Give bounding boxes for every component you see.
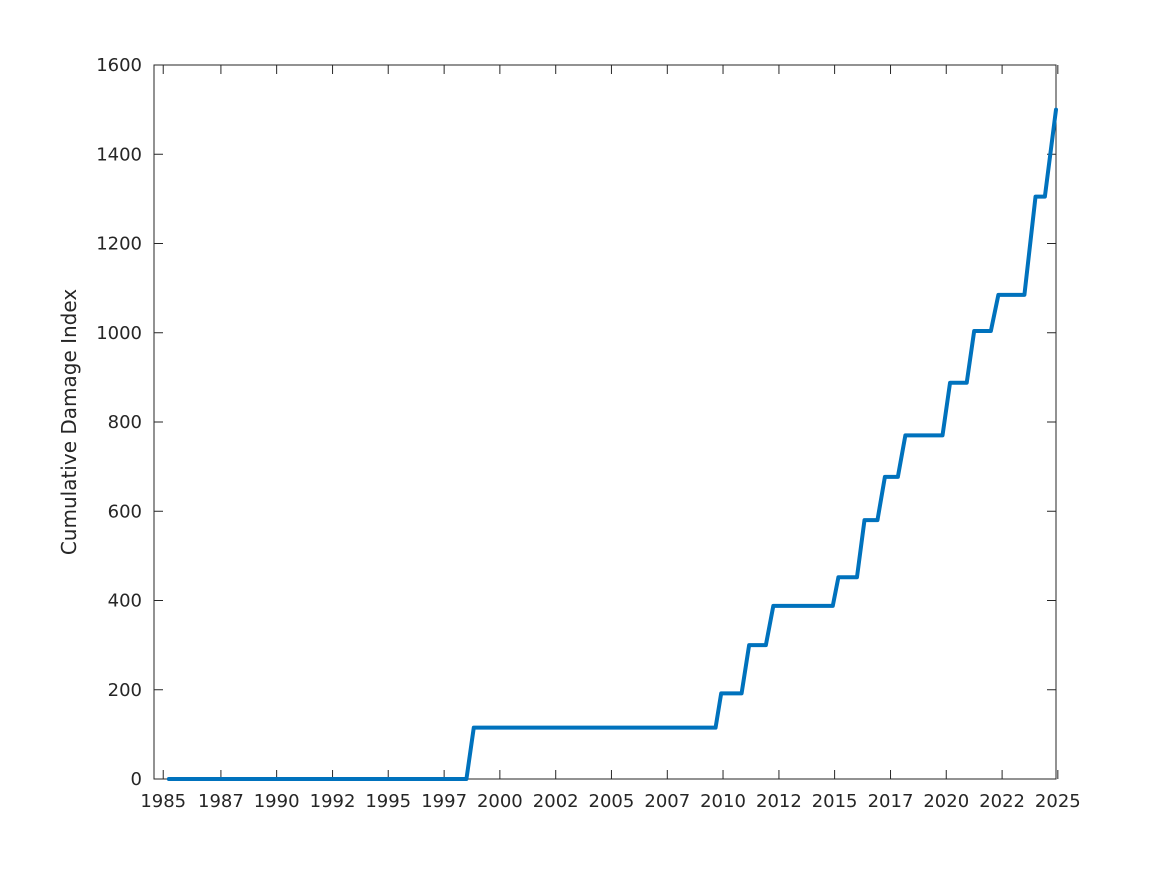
y-tick-label: 200	[108, 680, 142, 701]
data-point	[972, 329, 976, 333]
y-tick-label: 600	[108, 501, 142, 522]
data-point	[1054, 108, 1058, 112]
data-point	[831, 604, 835, 608]
x-tick-label: 2015	[812, 791, 858, 812]
data-point	[713, 726, 718, 730]
x-tick-label: 2005	[589, 791, 635, 812]
y-tick-label: 1000	[96, 323, 142, 344]
series-layer	[166, 107, 1058, 781]
x-tick-label: 2025	[1035, 791, 1081, 812]
data-point	[719, 691, 723, 695]
x-axis-ticks: 1985 1987 1990 1992 1995 1997 2000 2002 2005 2007…	[140, 65, 1081, 812]
data-point	[855, 575, 859, 579]
data-point	[764, 643, 768, 647]
data-point	[875, 518, 880, 522]
data-point	[940, 433, 945, 437]
data-point	[896, 475, 900, 479]
x-tick-label: 2022	[979, 791, 1025, 812]
y-axis-label: Cumulative Damage Index	[57, 289, 81, 555]
data-point	[965, 381, 969, 385]
x-tick-label: 2002	[533, 791, 579, 812]
data-point	[989, 329, 993, 333]
data-point	[862, 518, 867, 522]
x-tick-label: 1997	[421, 791, 467, 812]
y-axis-ticks: 0 200 400 600 800 1000 1200 1400 1600	[96, 55, 1056, 790]
data-point	[1022, 293, 1027, 297]
data-point	[836, 575, 841, 579]
data-point	[948, 381, 952, 385]
x-tick-label: 2017	[868, 791, 914, 812]
x-tick-label: 1995	[365, 791, 411, 812]
y-tick-label: 800	[108, 412, 142, 433]
data-point	[167, 777, 171, 781]
x-tick-label: 1985	[140, 791, 186, 812]
data-point	[883, 475, 887, 479]
data-point	[740, 691, 744, 695]
y-tick-label: 1400	[96, 144, 142, 165]
x-tick-label: 2010	[700, 791, 746, 812]
y-tick-label: 0	[131, 769, 142, 790]
data-point	[903, 433, 907, 437]
data-point	[747, 643, 751, 647]
x-tick-label: 2012	[756, 791, 802, 812]
y-tick-label: 1200	[96, 234, 142, 255]
x-tick-label: 1992	[310, 791, 356, 812]
data-point	[472, 726, 476, 730]
data-point	[464, 777, 469, 781]
data-point	[1043, 195, 1047, 199]
plot-area	[154, 65, 1056, 779]
x-tick-label: 2020	[923, 791, 969, 812]
x-tick-label: 1990	[254, 791, 300, 812]
x-tick-label: 1987	[198, 791, 244, 812]
data-point	[771, 604, 775, 608]
data-point	[1033, 195, 1038, 199]
y-tick-label: 1600	[96, 55, 142, 76]
x-tick-label: 2007	[644, 791, 690, 812]
x-tick-label: 2000	[477, 791, 523, 812]
data-point	[996, 293, 1000, 297]
y-tick-label: 400	[108, 591, 142, 612]
